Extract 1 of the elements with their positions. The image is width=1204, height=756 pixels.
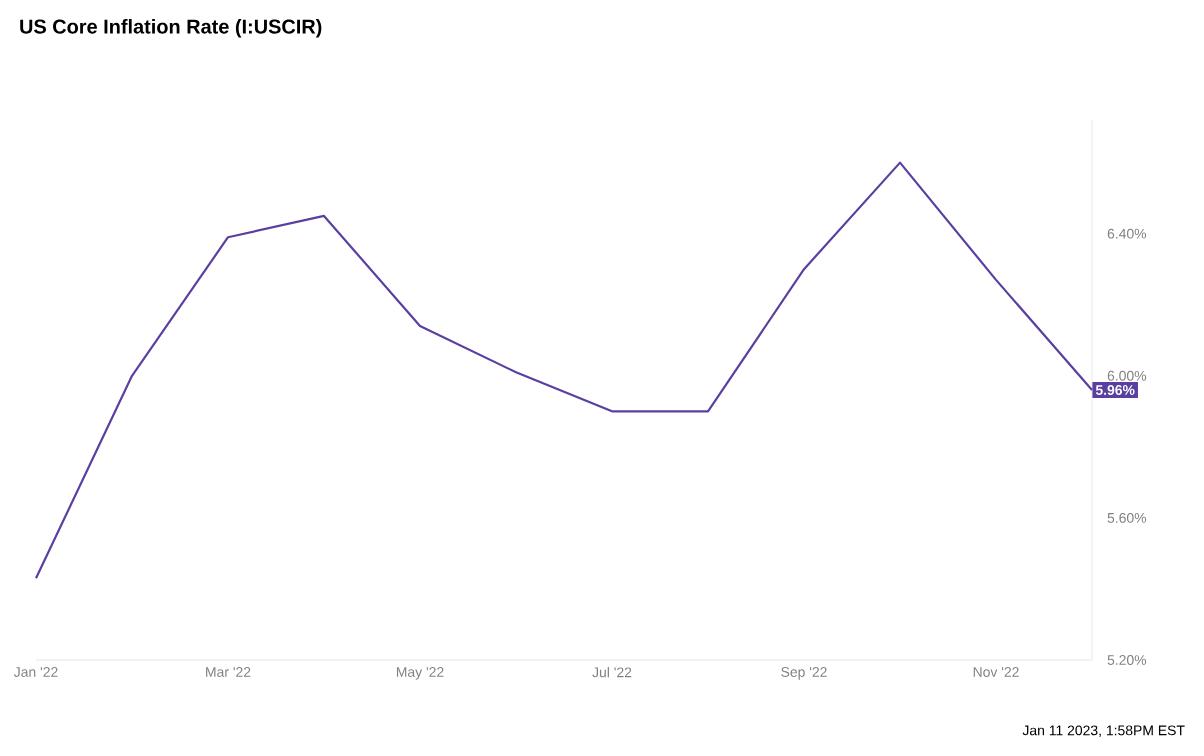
chart-title: US Core Inflation Rate (I:USCIR) [20, 19, 322, 38]
